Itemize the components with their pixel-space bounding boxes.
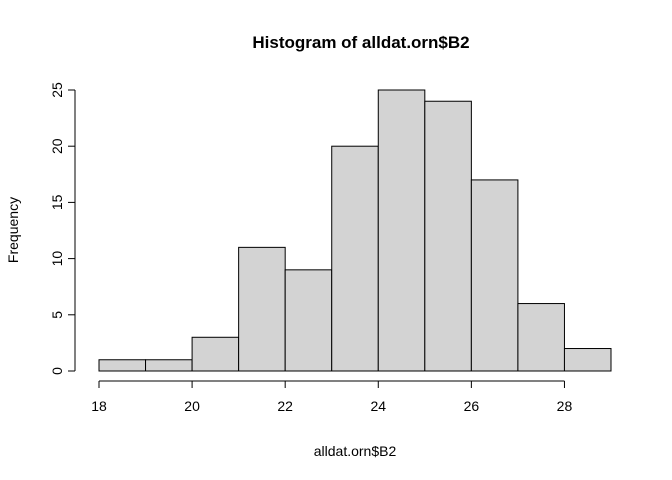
y-axis: 0 5 10 15 20 25 [49,82,76,375]
histogram-bar [470,179,519,372]
histogram-bar [424,100,472,372]
x-tick-label: 18 [91,398,107,414]
x-axis: 18 20 22 24 26 28 [91,380,573,414]
x-tick-label: 20 [184,398,200,414]
y-tick-label: 15 [49,194,65,210]
histogram-bar [145,359,193,372]
x-tick-label: 22 [277,398,293,414]
histogram-bar [377,89,426,372]
y-tick-label: 25 [49,82,65,98]
chart-title: Histogram of alldat.orn$B2 [252,33,469,52]
histogram-bars [98,89,612,372]
y-tick-label: 0 [49,367,65,375]
histogram-bar [238,246,286,372]
y-tick-label: 20 [49,138,65,154]
histogram-bar [563,348,612,372]
histogram-bar [284,269,333,372]
y-tick-label: 10 [49,251,65,267]
y-tick-label: 5 [49,311,65,319]
x-tick-label: 28 [557,398,573,414]
x-axis-label: alldat.orn$B2 [314,443,397,459]
histogram-bar [98,359,147,372]
histogram-bar [517,303,565,372]
y-axis-label: Frequency [5,197,21,263]
histogram-bar [191,336,240,372]
histogram-bar [331,145,379,372]
x-tick-label: 26 [464,398,480,414]
x-tick-label: 24 [370,398,386,414]
